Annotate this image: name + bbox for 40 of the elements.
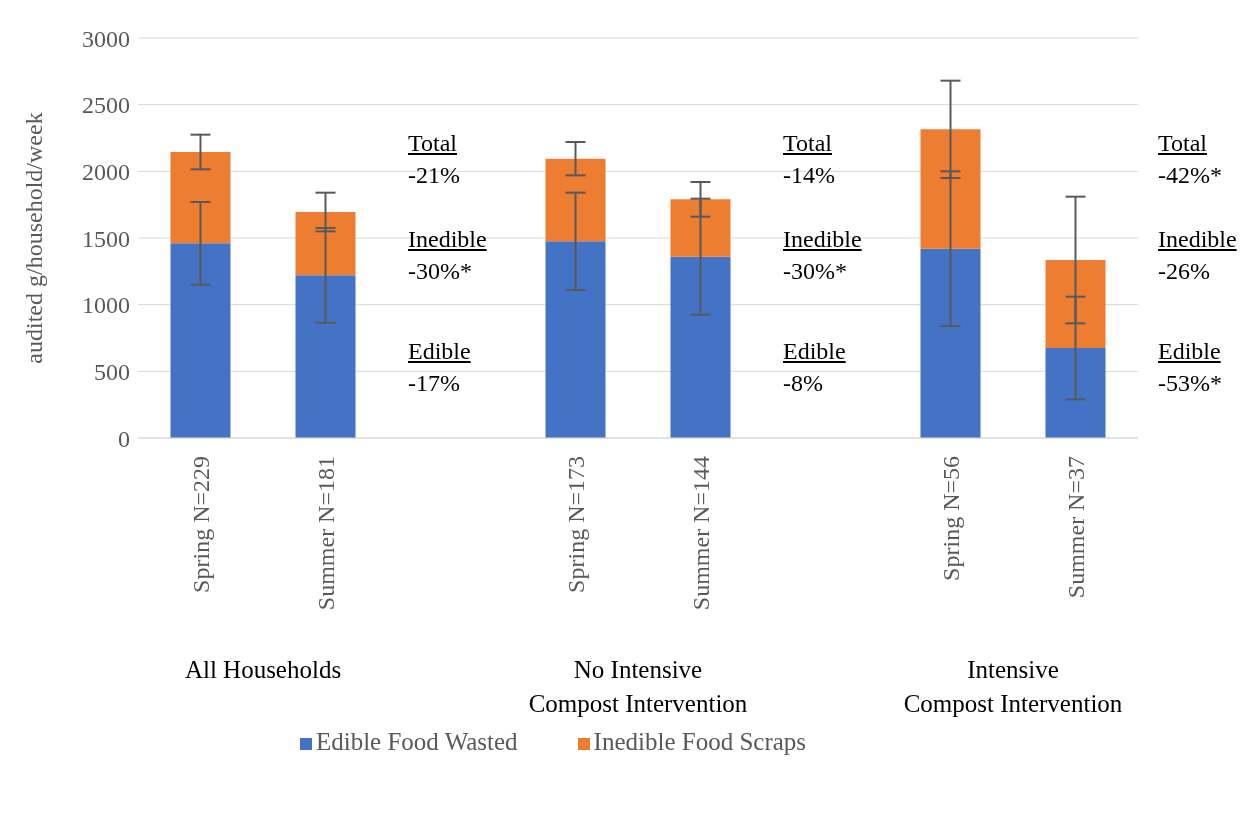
bar <box>295 275 356 438</box>
y-tick-label: 2000 <box>82 158 130 185</box>
legend-label: Inedible Food Scraps <box>593 728 807 755</box>
text: No Intensive Compost Intervention <box>527 655 749 719</box>
annotation: Edible -17% <box>408 337 471 398</box>
y-tick-label: 3000 <box>82 25 130 52</box>
annotation: Edible -8% <box>783 337 846 398</box>
bar <box>1045 348 1106 438</box>
x-tick-label: Spring N=229 <box>187 456 214 593</box>
y-tick-label: 2500 <box>82 92 130 119</box>
bar <box>920 129 981 249</box>
y-tick-label: 1500 <box>82 225 130 252</box>
y-tick-label: 500 <box>94 358 130 385</box>
x-tick-label: Summer N=37 <box>1062 456 1089 599</box>
bar <box>545 241 606 438</box>
bar <box>670 199 731 257</box>
x-tick-label: Spring N=56 <box>937 456 964 581</box>
annotation: Inedible -30%* <box>783 225 862 286</box>
text: Edible -53%* <box>1158 337 1222 398</box>
bar <box>295 212 356 276</box>
annotation: Inedible -30%* <box>408 225 487 286</box>
y-tick-label: 1000 <box>82 292 130 319</box>
bar <box>920 248 981 438</box>
text: Total -42%* <box>1158 129 1222 190</box>
annotation: Total -21% <box>408 129 460 190</box>
text: Intensive Compost Intervention <box>902 655 1124 719</box>
x-tick-label: Summer N=144 <box>687 456 714 611</box>
legend-label: Edible Food Wasted <box>315 728 518 755</box>
x-tick-label: Summer N=181 <box>312 456 339 611</box>
annotation: Total -14% <box>783 129 835 190</box>
bar <box>170 152 231 244</box>
y-axis-title: audited g/household/week <box>20 112 47 364</box>
text: All Households <box>183 655 343 685</box>
x-tick-label: Spring N=173 <box>562 456 589 593</box>
bar <box>1045 260 1106 348</box>
bar <box>170 243 231 438</box>
bar <box>670 256 731 438</box>
y-tick-label: 0 <box>118 425 130 452</box>
text: Inedible -26% <box>1158 225 1237 286</box>
bar <box>545 158 606 242</box>
